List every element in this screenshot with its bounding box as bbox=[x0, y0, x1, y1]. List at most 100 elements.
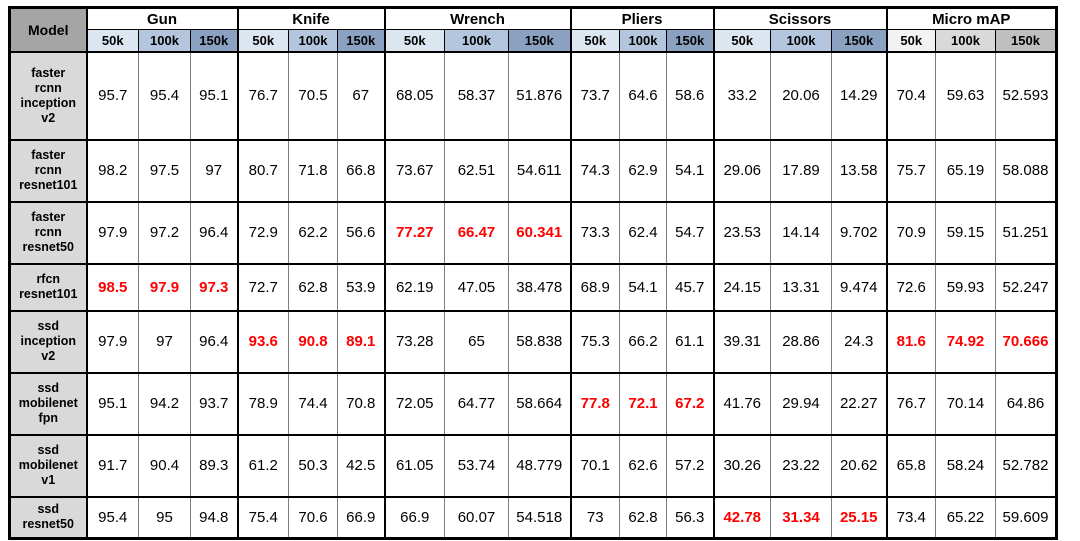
value-cell: 80.7 bbox=[236, 138, 289, 203]
value-cell: 66.8 bbox=[337, 138, 386, 203]
table-row: faster rcnn inception v2 95.7 95.4 95.1 76.7 70.… bbox=[8, 50, 1058, 141]
model-name-line: mobilenet bbox=[18, 458, 78, 472]
table-row: ssd resnet50 95.4 95 94.8 75.4 70.6 66.9 66.9 60.… bbox=[8, 495, 1058, 540]
value-cell: 47.05 bbox=[444, 262, 509, 312]
value-cell: 13.31 bbox=[770, 262, 832, 312]
value-cell: 97.9 bbox=[85, 200, 139, 265]
value-cell: 89.3 bbox=[190, 433, 239, 498]
value-cell: 66.2 bbox=[619, 309, 667, 374]
value-cell: 14.29 bbox=[831, 50, 888, 141]
value-cell: 23.53 bbox=[712, 200, 771, 265]
value-cell: 62.51 bbox=[444, 138, 509, 203]
model-column-header: Model bbox=[9, 7, 88, 52]
value-cell: 57.2 bbox=[666, 433, 715, 498]
results-table-container: Model Gun Knife Wrench Pliers Scissors Micro m… bbox=[8, 6, 1058, 540]
value-cell: 52.247 bbox=[995, 262, 1058, 312]
value-cell: 70.14 bbox=[935, 371, 996, 436]
value-cell: 97.5 bbox=[138, 138, 191, 203]
group-header: Micro mAP bbox=[885, 7, 1058, 30]
value-cell: 24.15 bbox=[712, 262, 771, 312]
table-row: rfcn resnet101 98.5 97.9 97.3 72.7 62.8 53.9 62.… bbox=[8, 262, 1058, 312]
value-cell: 42.78 bbox=[712, 495, 771, 540]
model-map-results-table: Model Gun Knife Wrench Pliers Scissors Micro m… bbox=[8, 6, 1058, 540]
value-cell: 62.2 bbox=[288, 200, 338, 265]
checkpoint-header: 50k bbox=[236, 29, 289, 53]
value-cell: 64.77 bbox=[444, 371, 509, 436]
value-cell: 58.24 bbox=[935, 433, 996, 498]
model-name-line: resnet50 bbox=[22, 517, 74, 532]
checkpoint-header: 150k bbox=[337, 29, 386, 53]
group-header: Wrench bbox=[383, 7, 572, 30]
model-name-line: ssd bbox=[37, 381, 60, 395]
model-name-line: ssd bbox=[37, 502, 60, 517]
model-name-line: rcnn bbox=[34, 163, 62, 177]
model-name-line: rcnn bbox=[34, 80, 62, 95]
model-name-line: rcnn bbox=[34, 225, 62, 239]
value-cell: 78.9 bbox=[236, 371, 289, 436]
value-cell: 74.92 bbox=[935, 309, 996, 374]
model-name-cell: rfcn resnet101 bbox=[8, 262, 88, 312]
value-cell: 58.838 bbox=[508, 309, 572, 374]
table-row: faster rcnn resnet50 97.9 97.2 96.4 72.9 62.2 56… bbox=[8, 200, 1058, 265]
value-cell: 95.4 bbox=[85, 495, 139, 540]
value-cell: 61.2 bbox=[236, 433, 289, 498]
value-cell: 30.26 bbox=[712, 433, 771, 498]
value-cell: 72.1 bbox=[619, 371, 667, 436]
value-cell: 59.63 bbox=[935, 50, 996, 141]
value-cell: 72.6 bbox=[885, 262, 936, 312]
value-cell: 20.06 bbox=[770, 50, 832, 141]
value-cell: 76.7 bbox=[236, 50, 289, 141]
value-cell: 28.86 bbox=[770, 309, 832, 374]
value-cell: 58.6 bbox=[666, 50, 715, 141]
value-cell: 59.93 bbox=[935, 262, 996, 312]
group-header: Knife bbox=[236, 7, 386, 30]
value-cell: 70.8 bbox=[337, 371, 386, 436]
value-cell: 54.518 bbox=[508, 495, 572, 540]
value-cell: 59.15 bbox=[935, 200, 996, 265]
value-cell: 62.8 bbox=[619, 495, 667, 540]
value-cell: 94.2 bbox=[138, 371, 191, 436]
model-name-line: v1 bbox=[41, 473, 56, 487]
checkpoint-header: 100k bbox=[935, 29, 996, 53]
checkpoint-header: 50k bbox=[569, 29, 620, 53]
value-cell: 50.3 bbox=[288, 433, 338, 498]
value-cell: 94.8 bbox=[190, 495, 239, 540]
table-row: ssd inception v2 97.9 97 96.4 93.6 90.8 89.1 73.2… bbox=[8, 309, 1058, 374]
table-row: faster rcnn resnet101 98.2 97.5 97 80.7 71.8 66.… bbox=[8, 138, 1058, 203]
checkpoint-header: 50k bbox=[885, 29, 936, 53]
value-cell: 65 bbox=[444, 309, 509, 374]
value-cell: 62.4 bbox=[619, 200, 667, 265]
value-cell: 76.7 bbox=[885, 371, 936, 436]
value-cell: 73.67 bbox=[383, 138, 445, 203]
model-name-line: faster bbox=[31, 65, 66, 80]
value-cell: 70.6 bbox=[288, 495, 338, 540]
value-cell: 97 bbox=[190, 138, 239, 203]
value-cell: 68.9 bbox=[569, 262, 620, 312]
value-cell: 65.19 bbox=[935, 138, 996, 203]
value-cell: 62.19 bbox=[383, 262, 445, 312]
checkpoint-header: 100k bbox=[444, 29, 509, 53]
value-cell: 54.7 bbox=[666, 200, 715, 265]
value-cell: 42.5 bbox=[337, 433, 386, 498]
model-name-cell: ssd mobilenet fpn bbox=[8, 371, 88, 436]
model-name-cell: faster rcnn resnet101 bbox=[8, 138, 88, 203]
value-cell: 60.341 bbox=[508, 200, 572, 265]
value-cell: 67.2 bbox=[666, 371, 715, 436]
value-cell: 53.9 bbox=[337, 262, 386, 312]
value-cell: 29.94 bbox=[770, 371, 832, 436]
value-cell: 25.15 bbox=[831, 495, 888, 540]
value-cell: 20.62 bbox=[831, 433, 888, 498]
value-cell: 97.9 bbox=[85, 309, 139, 374]
model-name-cell: ssd resnet50 bbox=[8, 495, 88, 540]
value-cell: 24.3 bbox=[831, 309, 888, 374]
value-cell: 56.6 bbox=[337, 200, 386, 265]
value-cell: 75.3 bbox=[569, 309, 620, 374]
table-header: Model Gun Knife Wrench Pliers Scissors Micro m… bbox=[9, 7, 1058, 53]
model-name-line: resnet101 bbox=[19, 178, 78, 192]
model-name-line: inception bbox=[20, 95, 77, 110]
value-cell: 96.4 bbox=[190, 200, 239, 265]
value-cell: 73 bbox=[569, 495, 620, 540]
value-cell: 64.86 bbox=[995, 371, 1058, 436]
value-cell: 70.4 bbox=[885, 50, 936, 141]
value-cell: 97.3 bbox=[190, 262, 239, 312]
